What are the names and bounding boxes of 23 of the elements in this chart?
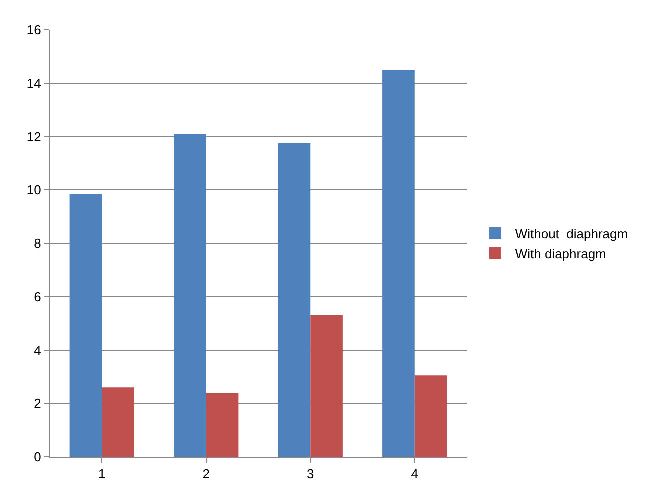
bar (310, 316, 343, 457)
bar (382, 70, 415, 457)
y-tick-label: 6 (34, 289, 42, 304)
bar (174, 134, 206, 457)
bar (414, 376, 448, 457)
y-tick-label: 0 (34, 450, 42, 465)
legend-label: Without diaphragm (515, 226, 628, 242)
bar (206, 392, 239, 457)
x-tick-label: 4 (411, 466, 418, 482)
y-tick-label: 16 (26, 22, 42, 38)
y-tick-label: 10 (26, 182, 42, 198)
x-tick-label: 3 (307, 466, 314, 482)
y-tick-label: 8 (34, 236, 42, 252)
x-tick-label: 1 (98, 466, 106, 482)
legend-label: With diaphragm (515, 246, 606, 262)
bar (278, 143, 311, 457)
bar (70, 194, 102, 457)
y-tick-label: 12 (26, 129, 42, 144)
y-tick-label: 2 (34, 396, 42, 412)
y-tick-label: 4 (34, 342, 42, 358)
bar (102, 388, 134, 457)
x-tick-label: 2 (202, 466, 210, 482)
y-tick-label: 14 (26, 76, 42, 91)
